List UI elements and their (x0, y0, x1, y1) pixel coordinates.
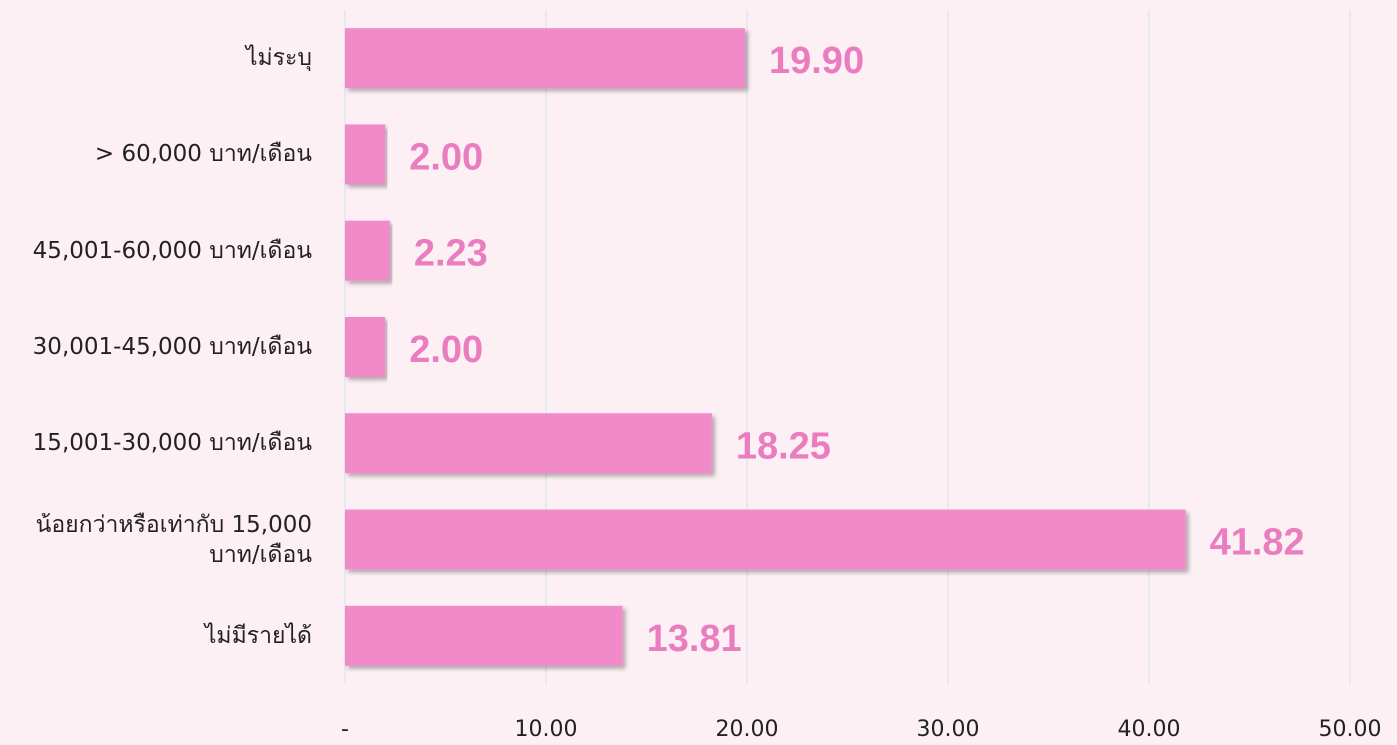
y-tick-label: ไม่มีรายได้ (204, 622, 312, 649)
bar (345, 220, 390, 281)
x-tick-label: 30.00 (917, 717, 980, 742)
bar (345, 124, 386, 185)
y-tick-label: น้อยกว่าหรือเท่ากับ 15,000 บาท/เดือน (35, 511, 312, 568)
value-label: 2.00 (409, 329, 483, 371)
bar (345, 28, 745, 89)
bar (345, 509, 1186, 570)
y-tick-label: 15,001-30,000 บาท/เดือน (32, 430, 312, 457)
y-tick-label: 45,001-60,000 บาท/เดือน (32, 237, 312, 264)
y-tick-label: ไม่ระบุ (245, 45, 312, 72)
bar (345, 605, 623, 666)
value-label: 2.00 (409, 136, 483, 178)
x-tick-label: 40.00 (1118, 717, 1181, 742)
bar (345, 413, 712, 474)
x-tick-label: - (341, 717, 349, 742)
value-label: 18.25 (736, 425, 831, 467)
value-label: 13.81 (647, 618, 742, 660)
x-tick-label: 50.00 (1319, 717, 1382, 742)
value-label: 41.82 (1210, 522, 1305, 564)
value-label: 2.23 (414, 233, 488, 275)
y-tick-label: > 60,000 บาท/เดือน (94, 141, 312, 168)
bar (345, 317, 386, 377)
value-label: 19.90 (769, 40, 864, 82)
y-tick-label: 30,001-45,000 บาท/เดือน (32, 334, 312, 360)
x-tick-label: 20.00 (716, 717, 779, 742)
x-tick-label: 10.00 (515, 717, 578, 742)
